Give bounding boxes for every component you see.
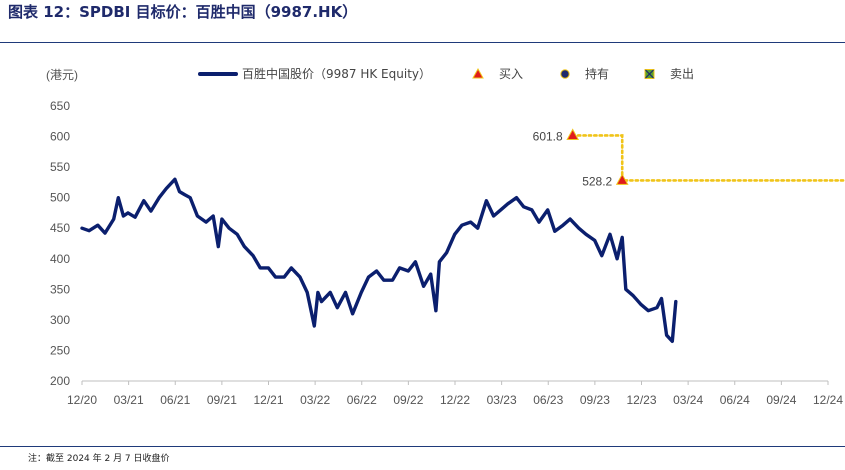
legend-sell-label: 卖出	[670, 67, 694, 81]
y-tick-label: 650	[50, 99, 70, 113]
x-tick-label: 12/21	[253, 393, 283, 407]
chart-title: 图表 12：SPDBI 目标价：百胜中国（9987.HK）	[8, 3, 358, 21]
buy-marker	[615, 173, 629, 185]
legend-buy-label: 买入	[499, 67, 523, 81]
x-tick-label: 03/24	[673, 393, 703, 407]
y-axis-ticks: 200 250 300 350 400 450 500 550 600 650	[50, 99, 70, 388]
legend: 百胜中国股价（9987 HK Equity） 买入 持有 卖出	[198, 66, 694, 81]
target-price-label: 528.2	[582, 174, 612, 188]
x-tick-label: 09/21	[207, 393, 237, 407]
x-tick-label: 06/24	[720, 393, 750, 407]
target-price-dotted-line	[571, 134, 845, 182]
y-tick-label: 600	[50, 130, 70, 144]
rating-markers: 601.8 528.2	[533, 128, 629, 188]
x-tick-label: 03/21	[114, 393, 144, 407]
x-tick-label: 06/23	[533, 393, 563, 407]
y-tick-label: 350	[50, 282, 70, 296]
legend-buy-icon	[472, 67, 484, 79]
legend-hold-icon	[560, 69, 570, 79]
y-tick-label: 300	[50, 313, 70, 327]
footnote-divider	[0, 446, 845, 447]
price-series-line	[80, 177, 678, 343]
legend-sell-cross-b	[645, 69, 654, 79]
target-price-label: 601.8	[533, 129, 563, 143]
y-tick-label: 450	[50, 221, 70, 235]
target-price-guides	[571, 134, 845, 182]
y-tick-label: 250	[50, 343, 70, 357]
legend-price-label: 百胜中国股价（9987 HK Equity）	[242, 66, 431, 81]
x-tick-label: 09/22	[393, 393, 423, 407]
x-tick-label: 12/22	[440, 393, 470, 407]
x-tick-label: 09/23	[580, 393, 610, 407]
y-tick-label: 500	[50, 191, 70, 205]
y-axis-unit-label: (港元)	[46, 68, 78, 82]
buy-marker	[566, 128, 580, 140]
x-tick-label: 03/23	[487, 393, 517, 407]
title-divider	[0, 42, 845, 43]
x-tick-label: 12/24	[813, 393, 843, 407]
footnote: 注：截至 2024 年 2 月 7 日收盘价	[28, 454, 170, 464]
x-tick-label: 06/22	[347, 393, 377, 407]
y-tick-label: 200	[50, 374, 70, 388]
legend-hold-label: 持有	[585, 66, 609, 81]
x-axis-ticks: 12/20 03/21 06/21 09/21 12/21 03/22 06/22 09/22…	[67, 381, 843, 407]
y-tick-label: 550	[50, 160, 70, 174]
y-tick-label: 400	[50, 252, 70, 266]
x-tick-label: 12/20	[67, 393, 97, 407]
x-tick-label: 03/22	[300, 393, 330, 407]
price-chart: 百胜中国股价（9987 HK Equity） 买入 持有 卖出 (港元) 200…	[46, 66, 845, 407]
x-tick-label: 06/21	[160, 393, 190, 407]
x-tick-label: 12/23	[626, 393, 656, 407]
x-tick-label: 09/24	[766, 393, 796, 407]
